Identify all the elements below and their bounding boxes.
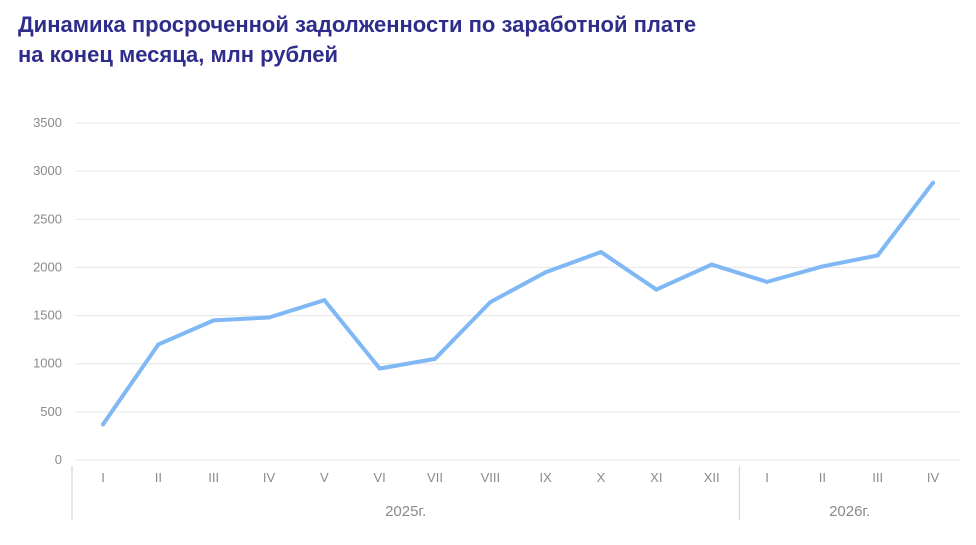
data-point-0-15	[931, 180, 935, 185]
x-tick-label-8: IX	[540, 470, 553, 485]
series-line-0	[101, 180, 935, 427]
y-tick-label-4: 2000	[33, 259, 62, 274]
x-tick-label-0: I	[101, 470, 105, 485]
x-tick-label-3: IV	[263, 470, 276, 485]
y-tick-label-1: 500	[40, 404, 62, 419]
x-tick-label-2: III	[208, 470, 219, 485]
data-point-0-6	[433, 356, 437, 361]
x-tick-label-6: VII	[427, 470, 443, 485]
data-point-0-8	[543, 270, 548, 275]
data-point-0-0	[101, 422, 105, 427]
data-point-0-7	[488, 300, 493, 305]
x-tick-label-10: XI	[650, 470, 662, 485]
x-tick-label-4: V	[320, 470, 329, 485]
chart-title-line-1: Динамика просроченной задолженности по з…	[18, 12, 697, 37]
x-tick-label-11: XII	[704, 470, 720, 485]
chart-title: Динамика просроченной задолженности по з…	[18, 10, 918, 70]
x-tick-label-5: VI	[374, 470, 386, 485]
x-tick-label-13: II	[819, 470, 826, 485]
y-tick-label-2: 1000	[33, 356, 62, 371]
x-tick-label-14: III	[872, 470, 883, 485]
data-point-0-4	[322, 298, 327, 303]
y-tick-label-3: 1500	[33, 308, 62, 323]
x-tick-label-9: X	[597, 470, 606, 485]
data-point-0-12	[765, 279, 769, 284]
y-tick-label-7: 3500	[33, 115, 62, 130]
data-point-0-14	[875, 253, 880, 258]
y-tick-label-6: 3000	[33, 163, 62, 178]
data-point-0-13	[820, 264, 825, 269]
x-tick-label-15: IV	[927, 470, 940, 485]
data-point-0-11	[709, 262, 714, 267]
y-tick-label-5: 2500	[33, 211, 62, 226]
x-tick-label-1: II	[155, 470, 162, 485]
x-group-label-1: 2026г.	[829, 503, 870, 520]
data-point-0-1	[156, 342, 161, 347]
y-tick-label-0: 0	[55, 452, 62, 467]
data-point-0-5	[377, 366, 382, 371]
x-tick-label-7: VIII	[481, 470, 501, 485]
data-point-0-9	[599, 250, 603, 255]
data-point-0-2	[211, 318, 216, 323]
x-group-label-0: 2025г.	[385, 503, 426, 520]
x-tick-label-12: I	[765, 470, 769, 485]
chart-title-line-2: на конец месяца, млн рублей	[18, 42, 339, 67]
data-point-0-3	[267, 315, 271, 320]
data-point-0-10	[654, 287, 659, 292]
